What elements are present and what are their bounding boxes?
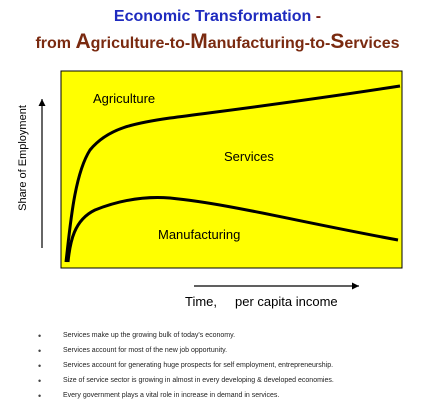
title-manufacturing: anufacturing-to-: [207, 35, 331, 52]
title-cap-m: M: [190, 30, 208, 53]
title-line-2: from Agriculture-to-Manufacturing-to-Ser…: [0, 30, 435, 54]
bullet-item: • Services make up the growing bulk of to…: [38, 331, 428, 346]
title-dash: -: [315, 8, 322, 25]
bullet-text: Services account for most of the new job…: [63, 347, 228, 354]
bullet-icon: •: [38, 376, 42, 386]
bullet-text: Services account for generating huge pro…: [63, 362, 334, 369]
bullet-text: Services make up the growing bulk of tod…: [63, 332, 236, 339]
title-line-1: Economic Transformation -: [0, 8, 435, 26]
y-axis-label: Share of Employment: [17, 105, 29, 211]
bullet-icon: •: [38, 346, 42, 356]
bullet-icon: •: [38, 361, 42, 371]
bullet-item: • Every government plays a vital role in …: [38, 391, 428, 406]
agriculture-label: Agriculture: [93, 91, 156, 106]
title-services: ervices: [344, 35, 400, 52]
x-axis-label: Time, per capita income: [185, 294, 338, 309]
bullet-text: Size of service sector is growing in alm…: [63, 377, 334, 384]
manufacturing-curve: [66, 196, 399, 263]
title-agriculture: griculture-to-: [90, 35, 191, 52]
bullet-icon: •: [38, 331, 42, 341]
title-prefix: from: [35, 35, 76, 52]
title-text: Economic Transformation: [113, 8, 312, 25]
bullet-text: Every government plays a vital role in i…: [63, 392, 280, 399]
title-cap-a: A: [75, 30, 91, 53]
title-cap-s: S: [330, 30, 345, 53]
bullet-item: • Size of service sector is growing in al…: [38, 376, 428, 391]
x-axis-label-time: Time,: [185, 294, 218, 309]
bullet-list: • Services make up the growing bulk of to…: [38, 331, 428, 406]
bullet-item: • Services account for generating huge pr…: [38, 361, 428, 376]
manufacturing-label: Manufacturing: [158, 227, 241, 242]
x-axis-label-income: per capita income: [235, 294, 338, 309]
bullet-icon: •: [38, 391, 42, 401]
services-label: Services: [224, 149, 274, 164]
diagram-panel: [60, 70, 403, 269]
agriculture-curve: [64, 84, 401, 263]
bullet-item: • Services account for most of the new jo…: [38, 346, 428, 361]
